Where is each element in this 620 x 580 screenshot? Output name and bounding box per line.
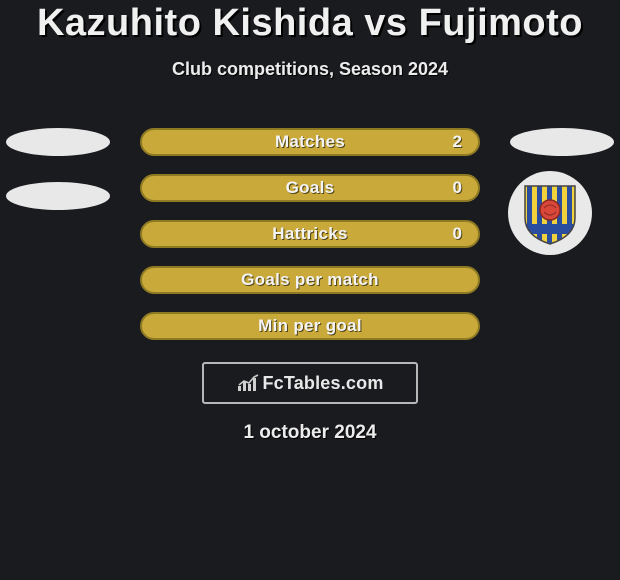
stat-pill: Matches 2 <box>140 128 480 156</box>
brand-text: FcTables.com <box>262 373 383 394</box>
stat-row: Min per goal <box>0 302 620 348</box>
stat-pill: Hattricks 0 <box>140 220 480 248</box>
stat-value: 0 <box>453 224 462 244</box>
club-badge <box>508 171 592 255</box>
stat-pill: Goals per match <box>140 266 480 294</box>
team-left-placeholder <box>6 182 110 210</box>
footer-date: 1 october 2024 <box>0 422 620 444</box>
stat-pill: Min per goal <box>140 312 480 340</box>
stat-label: Hattricks <box>272 224 347 244</box>
page-subtitle: Club competitions, Season 2024 <box>0 59 620 80</box>
stat-label: Min per goal <box>258 316 362 336</box>
stat-value: 2 <box>453 132 462 152</box>
stat-label: Goals <box>286 178 335 198</box>
stat-label: Goals per match <box>241 270 379 290</box>
stat-row: Goals per match <box>0 256 620 302</box>
chart-icon <box>236 373 260 393</box>
stat-value: 0 <box>453 178 462 198</box>
stat-pill: Goals 0 <box>140 174 480 202</box>
stat-label: Matches <box>275 132 345 152</box>
team-right-placeholder <box>510 128 614 156</box>
team-left-placeholder <box>6 128 110 156</box>
page-title: Kazuhito Kishida vs Fujimoto <box>0 2 620 45</box>
stats-container: Matches 2 Goals 0 Hattricks 0 Goals per match M… <box>0 118 620 348</box>
comparison-card: Kazuhito Kishida vs Fujimoto Club compet… <box>0 0 620 444</box>
brand-box[interactable]: FcTables.com <box>202 362 418 404</box>
